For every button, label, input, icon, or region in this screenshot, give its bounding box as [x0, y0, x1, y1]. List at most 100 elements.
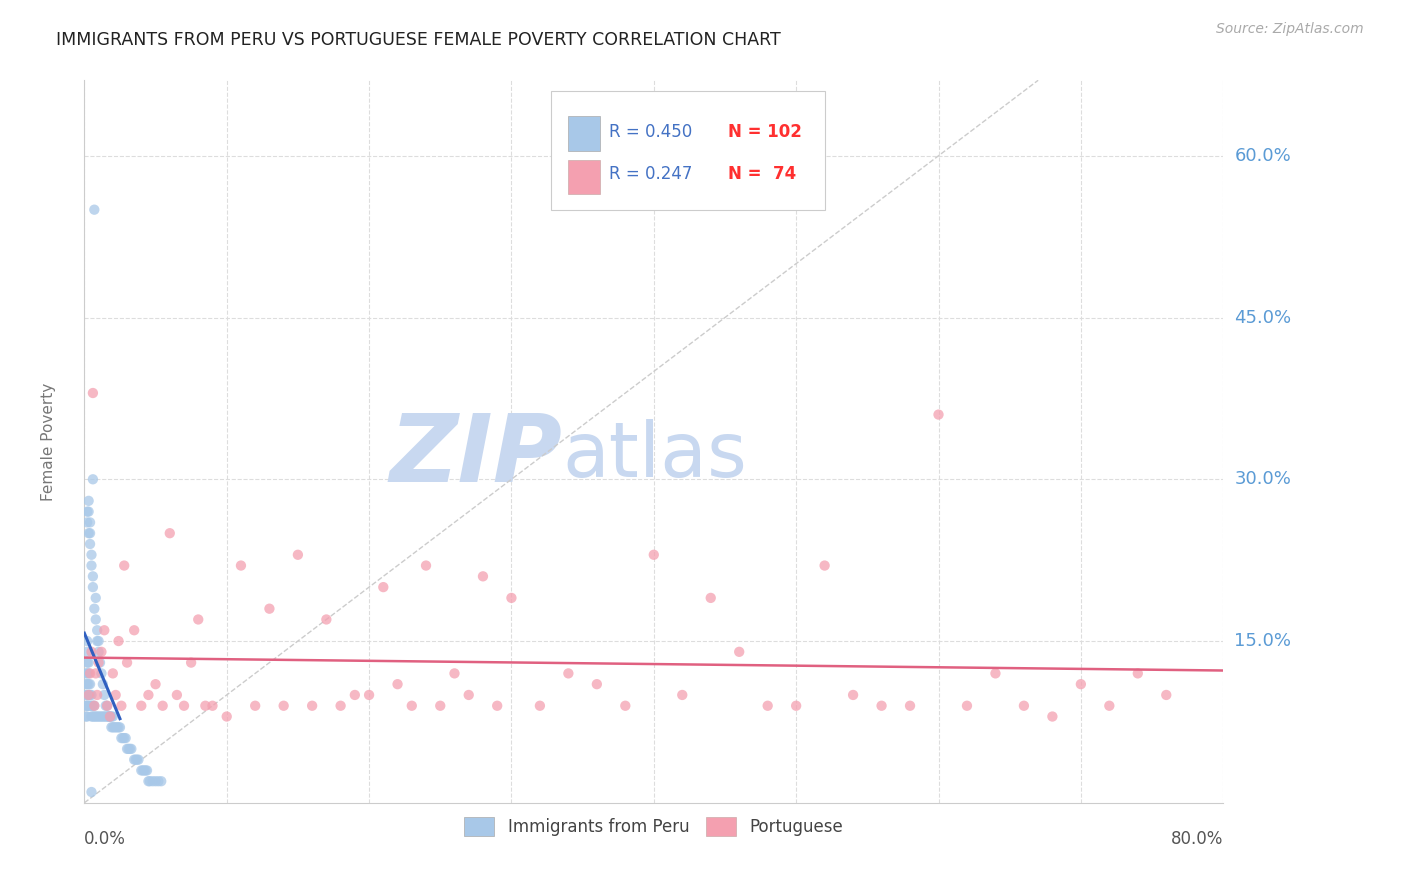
Text: Female Poverty: Female Poverty — [41, 383, 56, 500]
Point — [82, 569, 104, 583]
Point — [114, 731, 136, 745]
Point — [138, 774, 160, 789]
Text: IMMIGRANTS FROM PERU VS PORTUGUESE FEMALE POVERTY CORRELATION CHART: IMMIGRANTS FROM PERU VS PORTUGUESE FEMAL… — [56, 31, 780, 49]
Point — [1156, 688, 1178, 702]
Point — [76, 698, 98, 713]
Point — [76, 505, 98, 519]
Point — [93, 624, 115, 638]
Point — [87, 634, 110, 648]
Point — [132, 764, 155, 778]
Point — [100, 709, 122, 723]
Point — [194, 698, 217, 713]
Point — [1012, 698, 1035, 713]
Point — [131, 764, 153, 778]
Point — [120, 742, 142, 756]
Point — [643, 548, 665, 562]
Text: 15.0%: 15.0% — [1234, 632, 1291, 650]
Point — [108, 720, 131, 734]
Point — [105, 720, 128, 734]
Point — [93, 688, 115, 702]
Point — [75, 698, 97, 713]
Point — [1070, 677, 1092, 691]
Text: 0.0%: 0.0% — [84, 830, 127, 848]
Bar — [568, 116, 600, 151]
Point — [82, 472, 104, 486]
Point — [89, 709, 111, 723]
Point — [898, 698, 921, 713]
Point — [112, 558, 135, 573]
Point — [84, 591, 107, 605]
Point — [75, 709, 97, 723]
Point — [96, 698, 118, 713]
Point — [1098, 698, 1121, 713]
Point — [76, 516, 98, 530]
Point — [115, 742, 138, 756]
Point — [83, 601, 105, 615]
Point — [245, 698, 267, 713]
Point — [80, 558, 103, 573]
Point — [180, 656, 202, 670]
Point — [79, 516, 101, 530]
Point — [287, 548, 309, 562]
Point — [89, 656, 111, 670]
Point — [98, 709, 121, 723]
Point — [97, 709, 120, 723]
Text: R = 0.247: R = 0.247 — [609, 165, 693, 183]
Point — [98, 709, 121, 723]
Point — [814, 558, 837, 573]
Point — [443, 666, 465, 681]
Point — [86, 624, 108, 638]
Point — [76, 688, 98, 702]
Point — [76, 677, 98, 691]
Text: 45.0%: 45.0% — [1234, 309, 1292, 326]
Point — [83, 709, 105, 723]
Point — [201, 698, 224, 713]
Point — [86, 688, 108, 702]
Point — [429, 698, 451, 713]
Point — [187, 612, 209, 626]
Point — [94, 709, 117, 723]
Point — [139, 774, 162, 789]
Point — [77, 666, 100, 681]
Point — [90, 666, 112, 681]
Point — [77, 688, 100, 702]
Point — [77, 493, 100, 508]
Point — [457, 688, 479, 702]
Point — [148, 774, 170, 789]
Point — [79, 677, 101, 691]
Point — [928, 408, 950, 422]
Point — [127, 753, 149, 767]
Point — [501, 591, 523, 605]
Point — [84, 709, 107, 723]
Point — [785, 698, 807, 713]
Point — [273, 698, 295, 713]
Point — [82, 386, 104, 401]
Point — [101, 666, 124, 681]
Point — [79, 688, 101, 702]
Point — [359, 688, 381, 702]
Point — [115, 656, 138, 670]
Point — [76, 666, 98, 681]
Point — [134, 764, 156, 778]
Point — [79, 698, 101, 713]
Point — [110, 698, 132, 713]
Point — [77, 505, 100, 519]
Text: 30.0%: 30.0% — [1234, 470, 1291, 488]
Legend: Immigrants from Peru, Portuguese: Immigrants from Peru, Portuguese — [460, 813, 848, 841]
Point — [82, 580, 104, 594]
Point — [373, 580, 395, 594]
Point — [117, 742, 139, 756]
Point — [87, 709, 110, 723]
Point — [166, 688, 188, 702]
Point — [98, 709, 121, 723]
Text: N = 102: N = 102 — [728, 123, 801, 141]
Point — [80, 688, 103, 702]
Point — [86, 634, 108, 648]
Point — [76, 634, 98, 648]
Point — [1042, 709, 1064, 723]
Point — [131, 698, 153, 713]
Point — [173, 698, 195, 713]
Point — [76, 698, 98, 713]
Point — [756, 698, 779, 713]
Point — [96, 698, 118, 713]
